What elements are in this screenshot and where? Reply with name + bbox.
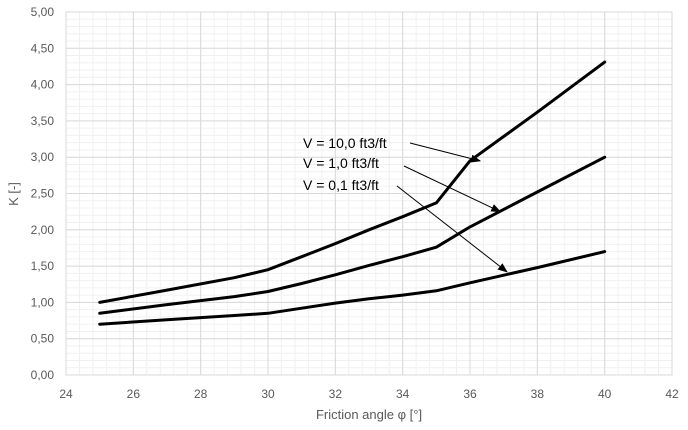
plot-border (65, 11, 673, 376)
x-tick-label: 28 (194, 387, 208, 401)
y-tick-label: 3,00 (31, 150, 55, 164)
annotation-label: V = 0,1 ft3/ft (303, 177, 379, 193)
y-tick-label: 1,00 (31, 295, 55, 309)
series-lines (98, 60, 607, 326)
y-axis-title: K [-] (6, 182, 21, 206)
series-line-v1 (98, 155, 607, 315)
x-tick-label: 40 (598, 387, 612, 401)
y-tick-label: 0,50 (31, 332, 55, 346)
annotations: V = 10,0 ft3/ft V = 1,0 ft3/ft V = 0,1 ft3… (303, 135, 508, 273)
y-tick-label: 2,00 (31, 223, 55, 237)
x-tick-label: 38 (531, 387, 545, 401)
annotation-label: V = 1,0 ft3/ft (303, 155, 379, 171)
annotation-arrow (403, 165, 502, 213)
x-tick-label: 36 (463, 387, 477, 401)
y-tick-label: 1,50 (31, 259, 55, 273)
y-tick-label: 4,50 (31, 41, 55, 55)
y-tick-labels: 0,00 0,50 1,00 1,50 2,00 2,50 3,00 3,50 4,00 4,50… (31, 5, 55, 382)
series-line-v10 (98, 60, 607, 304)
y-tick-label: 4,00 (31, 78, 55, 92)
y-tick-label: 5,00 (31, 5, 55, 19)
annotation-label: V = 10,0 ft3/ft (303, 135, 387, 151)
x-axis-title: Friction angle φ [°] (316, 407, 422, 422)
x-tick-label: 30 (261, 387, 275, 401)
series-line-v01 (98, 250, 607, 326)
x-tick-labels: 24 26 28 30 32 34 36 38 40 42 (59, 387, 679, 401)
x-tick-label: 42 (665, 387, 679, 401)
y-tick-label: 3,50 (31, 114, 55, 128)
x-tick-label: 26 (127, 387, 141, 401)
y-tick-label: 2,50 (31, 187, 55, 201)
annotation-arrow (396, 185, 508, 273)
x-tick-label: 32 (329, 387, 343, 401)
x-tick-label: 24 (59, 387, 73, 401)
y-tick-label: 0,00 (31, 368, 55, 382)
plot-area-border (65, 11, 673, 376)
annotation-arrow (409, 142, 482, 163)
x-tick-label: 34 (396, 387, 410, 401)
